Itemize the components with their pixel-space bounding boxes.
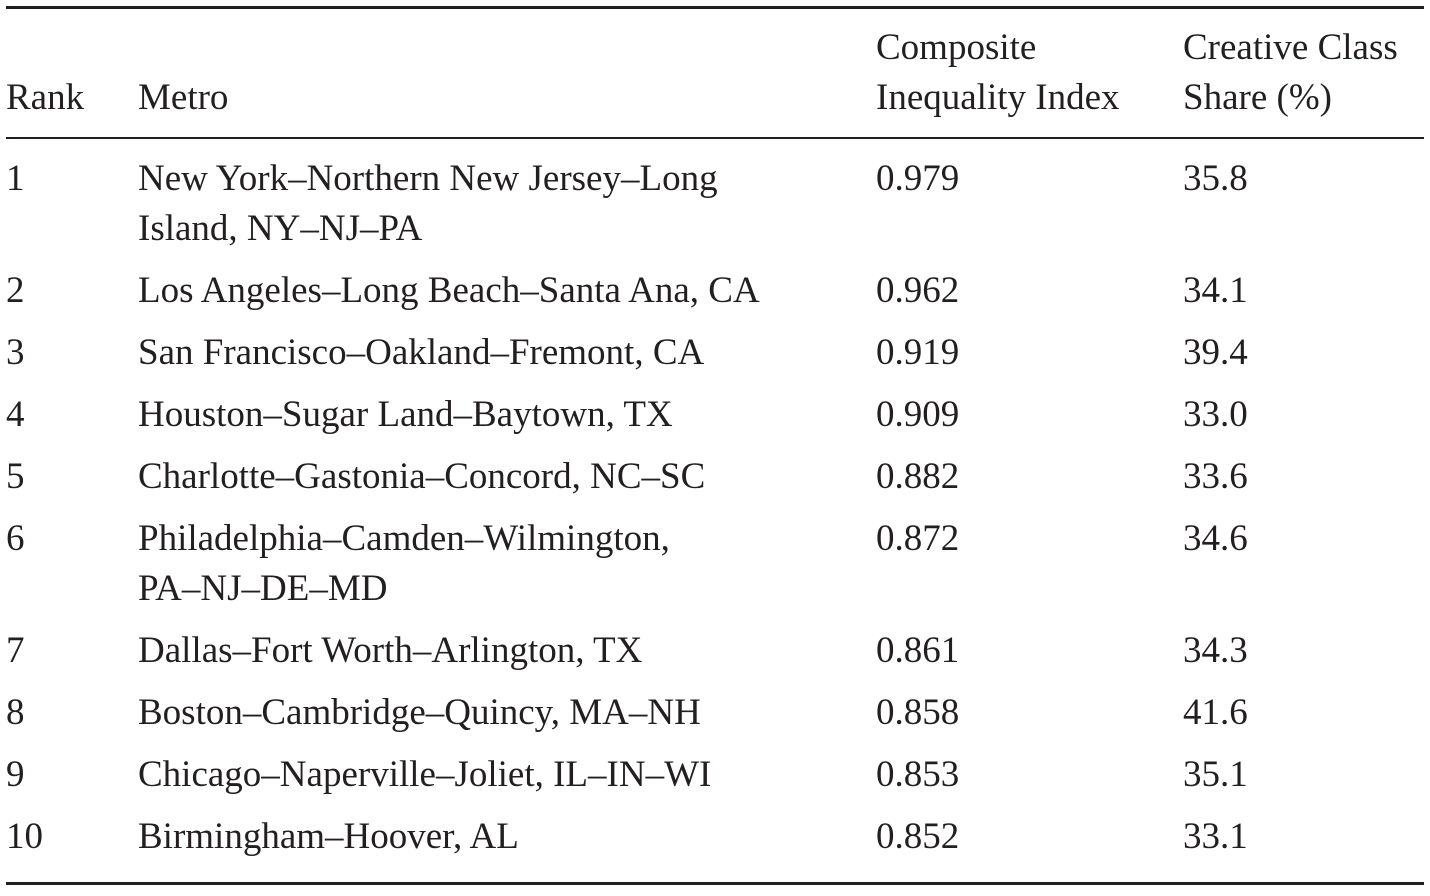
- header-rank: Rank: [6, 9, 138, 137]
- table-row: 9 Chicago–Naperville–Joliet, IL–IN–WI 0.85…: [6, 738, 1424, 800]
- cell-rank: 6: [6, 518, 25, 559]
- cell-rank: 1: [6, 158, 25, 199]
- cell-creative-class-share: 39.4: [1183, 332, 1248, 373]
- cell-composite-inequality-index: 0.872: [876, 518, 960, 559]
- cell-rank: 4: [6, 394, 25, 435]
- cell-creative-class-share: 33.6: [1183, 456, 1248, 497]
- cell-creative-class-share: 33.1: [1183, 816, 1248, 857]
- cell-creative-class-share: 34.3: [1183, 630, 1248, 671]
- cell-metro: San Francisco–Oakland–Fremont, CA: [138, 316, 876, 378]
- table-row: 6 Philadelphia–Camden–Wilmington, PA–NJ–DE…: [6, 502, 1424, 614]
- header-metro-label: Metro: [138, 77, 229, 118]
- data-table: Rank Metro Composite Inequality Index Cr…: [6, 9, 1424, 137]
- table-header-rule: [6, 137, 1424, 139]
- cell-creative-class-share: 33.0: [1183, 394, 1248, 435]
- header-ccs-line2: Share (%): [1183, 77, 1332, 118]
- cell-creative-class-share: 34.1: [1183, 270, 1248, 311]
- cell-metro: Dallas–Fort Worth–Arlington, TX: [138, 614, 876, 676]
- inequality-table: Rank Metro Composite Inequality Index Cr…: [6, 6, 1424, 885]
- cell-composite-inequality-index: 0.882: [876, 456, 960, 497]
- table-row: 8 Boston–Cambridge–Quincy, MA–NH 0.858 41.6: [6, 676, 1424, 738]
- metro-line: PA–NJ–DE–MD: [138, 568, 388, 609]
- table-row: 3 San Francisco–Oakland–Fremont, CA 0.919 3…: [6, 316, 1424, 378]
- cell-metro: New York–Northern New Jersey–Long Island,…: [138, 139, 876, 254]
- cell-metro: Los Angeles–Long Beach–Santa Ana, CA: [138, 254, 876, 316]
- metro-line: Chicago–Naperville–Joliet, IL–IN–WI: [138, 754, 712, 795]
- header-ccs-line1: Creative Class: [1183, 27, 1398, 68]
- cell-rank: 8: [6, 692, 25, 733]
- cell-composite-inequality-index: 0.979: [876, 158, 960, 199]
- table-row: 10 Birmingham–Hoover, AL 0.852 33.1: [6, 800, 1424, 882]
- cell-rank: 7: [6, 630, 25, 671]
- table-row: 1 New York–Northern New Jersey–Long Island…: [6, 139, 1424, 254]
- metro-line: San Francisco–Oakland–Fremont, CA: [138, 332, 705, 373]
- cell-rank: 2: [6, 270, 25, 311]
- cell-rank: 10: [6, 816, 43, 857]
- metro-line: Island, NY–NJ–PA: [138, 208, 423, 249]
- cell-composite-inequality-index: 0.919: [876, 332, 960, 373]
- cell-composite-inequality-index: 0.853: [876, 754, 960, 795]
- header-cii-line2: Inequality Index: [876, 77, 1120, 118]
- cell-composite-inequality-index: 0.852: [876, 816, 960, 857]
- cell-rank: 5: [6, 456, 25, 497]
- cell-metro: Birmingham–Hoover, AL: [138, 800, 876, 882]
- metro-line: Dallas–Fort Worth–Arlington, TX: [138, 630, 643, 671]
- header-composite-inequality-index: Composite Inequality Index: [876, 9, 1183, 137]
- table-top-rule: [6, 6, 1424, 9]
- cell-composite-inequality-index: 0.861: [876, 630, 960, 671]
- metro-line: Charlotte–Gastonia–Concord, NC–SC: [138, 456, 706, 497]
- cell-creative-class-share: 34.6: [1183, 518, 1248, 559]
- cell-metro: Houston–Sugar Land–Baytown, TX: [138, 378, 876, 440]
- table-row: 4 Houston–Sugar Land–Baytown, TX 0.909 33.0: [6, 378, 1424, 440]
- cell-metro: Charlotte–Gastonia–Concord, NC–SC: [138, 440, 876, 502]
- header-rank-label: Rank: [6, 77, 85, 118]
- data-table-body: 1 New York–Northern New Jersey–Long Island…: [6, 139, 1424, 882]
- cell-metro: Chicago–Naperville–Joliet, IL–IN–WI: [138, 738, 876, 800]
- header-metro: Metro: [138, 9, 876, 137]
- metro-line: Boston–Cambridge–Quincy, MA–NH: [138, 692, 701, 733]
- table-body: 1 New York–Northern New Jersey–Long Island…: [6, 139, 1424, 882]
- cell-rank: 3: [6, 332, 25, 373]
- cell-metro: Philadelphia–Camden–Wilmington, PA–NJ–DE–…: [138, 502, 876, 614]
- cell-rank: 9: [6, 754, 25, 795]
- table-row: 5 Charlotte–Gastonia–Concord, NC–SC 0.882 3…: [6, 440, 1424, 502]
- table-row: 2 Los Angeles–Long Beach–Santa Ana, CA 0.9…: [6, 254, 1424, 316]
- cell-composite-inequality-index: 0.962: [876, 270, 960, 311]
- header-creative-class-share: Creative Class Share (%): [1183, 9, 1424, 137]
- cell-creative-class-share: 35.1: [1183, 754, 1248, 795]
- header-row: Rank Metro Composite Inequality Index Cr…: [6, 9, 1424, 137]
- table-bottom-rule: [6, 882, 1424, 885]
- cell-composite-inequality-index: 0.858: [876, 692, 960, 733]
- table-header: Rank Metro Composite Inequality Index Cr…: [6, 9, 1424, 137]
- cell-creative-class-share: 35.8: [1183, 158, 1248, 199]
- header-cii-line1: Composite: [876, 27, 1037, 68]
- cell-metro: Boston–Cambridge–Quincy, MA–NH: [138, 676, 876, 738]
- metro-line: New York–Northern New Jersey–Long: [138, 158, 718, 199]
- metro-line: Los Angeles–Long Beach–Santa Ana, CA: [138, 270, 760, 311]
- metro-line: Birmingham–Hoover, AL: [138, 816, 519, 857]
- cell-composite-inequality-index: 0.909: [876, 394, 960, 435]
- table-row: 7 Dallas–Fort Worth–Arlington, TX 0.861 34.…: [6, 614, 1424, 676]
- metro-line: Houston–Sugar Land–Baytown, TX: [138, 394, 673, 435]
- metro-line: Philadelphia–Camden–Wilmington,: [138, 518, 670, 559]
- cell-creative-class-share: 41.6: [1183, 692, 1248, 733]
